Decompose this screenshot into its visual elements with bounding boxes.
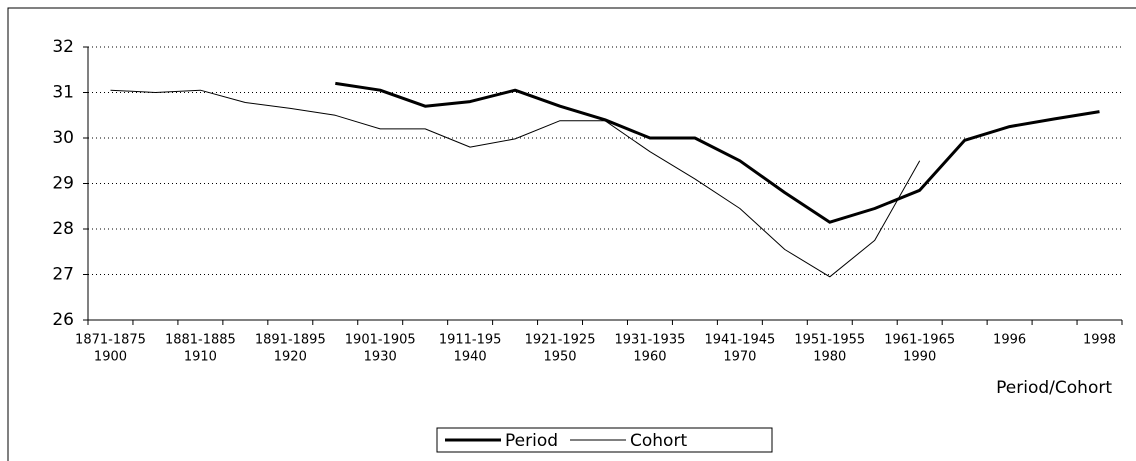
y-tick-label: 29 — [52, 174, 74, 194]
legend-label: Period — [505, 431, 558, 451]
y-tick-label: 28 — [52, 219, 74, 239]
x-tick-label: 1996 — [993, 333, 1026, 348]
y-tick-label: 32 — [52, 37, 74, 57]
x-tick-label: 1911-195 — [439, 333, 502, 348]
x-tick-label: 1950 — [543, 350, 576, 365]
y-tick-label: 27 — [52, 265, 74, 285]
x-tick-label: 1961-1965 — [884, 333, 955, 348]
x-tick-label: 1941-1945 — [704, 333, 775, 348]
x-tick-label: 1970 — [723, 350, 756, 365]
x-tick-label: 1980 — [813, 350, 846, 365]
line-series — [335, 81, 1100, 224]
x-tick-label: 1881-1885 — [165, 333, 236, 348]
y-tick-label: 26 — [52, 310, 74, 330]
x-tick-label: 1910 — [184, 350, 217, 365]
x-tick-label: 1901-1905 — [345, 333, 416, 348]
line-series — [110, 89, 921, 278]
x-tick-label: 1920 — [274, 350, 307, 365]
y-tick-label: 30 — [52, 128, 74, 148]
x-tick-label: 1998 — [1083, 333, 1116, 348]
x-tick-label: 1960 — [633, 350, 666, 365]
x-tick-label: 1930 — [364, 350, 397, 365]
x-tick-label: 1990 — [903, 350, 936, 365]
x-tick-label: 1940 — [454, 350, 487, 365]
x-axis-label: Period/Cohort — [996, 378, 1112, 398]
x-tick-label: 1931-1935 — [615, 333, 686, 348]
x-tick-label: 1951-1955 — [794, 333, 865, 348]
x-tick-label: 1871-1875 — [75, 333, 146, 348]
x-tick-label: 1891-1895 — [255, 333, 326, 348]
x-tick-label: 1900 — [94, 350, 127, 365]
y-tick-label: 31 — [52, 83, 74, 103]
x-tick-label: 1921-1925 — [525, 333, 596, 348]
legend-label: Cohort — [630, 431, 687, 451]
frame — [7, 7, 1136, 461]
